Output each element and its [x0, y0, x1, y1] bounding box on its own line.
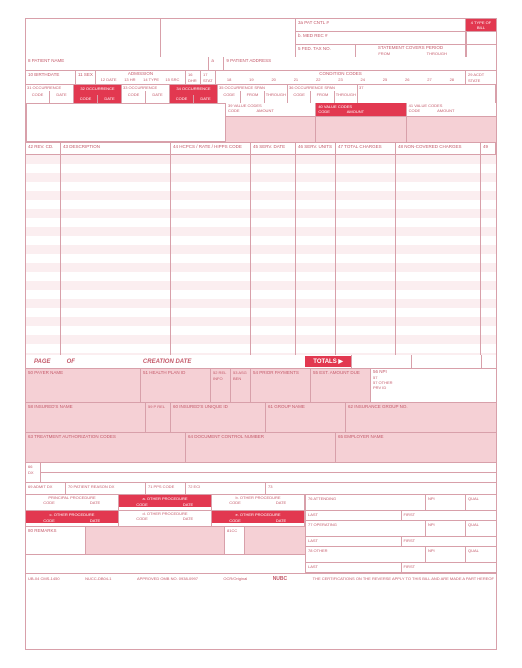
omb: APPROVED OMB NO. 0938-0997 — [137, 576, 198, 582]
form-footer: UB-04 CMS-1450 NUCC-DB04-1 APPROVED OMB … — [26, 573, 496, 584]
provider-box-1[interactable] — [26, 19, 161, 57]
pps-code[interactable]: 71 PPS CODE — [146, 483, 186, 494]
payer-name[interactable]: 50 PAYER NAME — [26, 369, 141, 402]
med-rec[interactable]: b. MED REC # — [296, 32, 466, 44]
statement-period: STATEMENT COVERS PERIOD FROMTHROUGH — [356, 45, 466, 57]
insurance-group-no[interactable]: 62 INSURANCE GROUP NO. — [346, 403, 496, 432]
field-73[interactable]: 73 — [266, 483, 496, 494]
prior-payments[interactable]: 54 PRIOR PAYMENTS — [251, 369, 311, 402]
remarks[interactable]: 80 REMARKS — [26, 527, 86, 554]
cert-text: THE CERTIFICATIONS ON THE REVERSE APPLY … — [313, 576, 494, 582]
creation-date: CREATION DATE — [143, 359, 191, 365]
provider-box-2[interactable] — [161, 19, 296, 57]
col-49: 49 — [481, 143, 496, 154]
patient-name[interactable]: 8 PATIENT NAME — [26, 57, 209, 70]
rel-info[interactable]: 52 REL INFO — [211, 369, 231, 402]
patient-reason-dx[interactable]: 70 PATIENT REASON DX — [66, 483, 146, 494]
p-rel[interactable]: 59 P REL — [146, 403, 171, 432]
asg-ben[interactable]: 53 ASG BEN — [231, 369, 251, 402]
procedures-block: PRINCIPAL PROCEDURECODEDATE a. OTHER PRO… — [26, 495, 306, 573]
of-label: OF — [59, 357, 83, 367]
admit-dx[interactable]: 69 ADMIT DX — [26, 483, 66, 494]
nubc-logo: NUBC — [273, 576, 287, 582]
insured-unique-id[interactable]: 60 INSURED'S UNIQUE ID — [171, 403, 266, 432]
insured-name[interactable]: 58 INSURED'S NAME — [26, 403, 146, 432]
page-label: PAGE — [26, 357, 59, 367]
col-hcpcs: 44 HCPCS / RATE / HIPPS CODE — [171, 143, 251, 154]
charges-section: 42 REV. CD. 43 DESCRIPTION 44 HCPCS / RA… — [26, 143, 496, 369]
col-description: 43 DESCRIPTION — [61, 143, 171, 154]
acdt-state[interactable]: 29 ACDT STATE — [466, 71, 496, 84]
totals-row: PAGE OF CREATION DATE TOTALS ▶ — [26, 355, 496, 369]
type-of-bill[interactable]: 4 TYPE OF BILL — [466, 19, 496, 31]
header-block: 3a PAT CNTL # 4 TYPE OF BILL b. MED REC … — [26, 19, 496, 57]
col-serv-units: 46 SERV. UNITS — [296, 143, 336, 154]
form-id: UB-04 CMS-1450 — [28, 576, 60, 582]
col-rev-cd: 42 REV. CD. — [26, 143, 61, 154]
field-a[interactable]: a — [209, 57, 224, 70]
birthdate[interactable]: 10 BIRTHDATE — [26, 71, 76, 84]
totals-label: TOTALS ▶ — [305, 356, 351, 367]
employer-name[interactable]: 65 EMPLOYER NAME — [336, 433, 496, 462]
condition-codes: CONDITION CODES 1819202122232425262728 — [216, 71, 466, 84]
group-name[interactable]: 61 GROUP NAME — [266, 403, 346, 432]
field-38[interactable] — [26, 103, 226, 142]
pat-cntl[interactable]: 3a PAT CNTL # — [296, 19, 466, 31]
patient-address[interactable]: 9 PATIENT ADDRESS — [224, 57, 496, 70]
est-amount-due[interactable]: 55 EST. AMOUNT DUE — [311, 369, 371, 402]
physician-block: 76 ATTENDINGNPIQUAL LASTFIRST 77 OPERATI… — [306, 495, 496, 573]
col-noncovered: 48 NON-COVERED CHARGES — [396, 143, 481, 154]
type-bill-entry[interactable] — [466, 32, 496, 44]
copy-type: OCR/Original — [223, 576, 247, 582]
ub04-form: 3a PAT CNTL # 4 TYPE OF BILL b. MED REC … — [25, 18, 497, 650]
stat[interactable]: 17 STAT — [201, 71, 216, 84]
charges-grid[interactable] — [26, 155, 496, 355]
dx-66[interactable]: 66 DX — [26, 463, 41, 482]
cc-81[interactable]: 81CC — [225, 527, 245, 554]
fed-tax[interactable]: 5 FED. TAX NO. — [296, 45, 356, 57]
col-serv-date: 45 SERV. DATE — [251, 143, 296, 154]
dhr[interactable]: 16 DHR — [186, 71, 201, 84]
treatment-auth[interactable]: 63 TREATMENT AUTHORIZATION CODES — [26, 433, 186, 462]
col-total-charges: 47 TOTAL CHARGES — [336, 143, 396, 154]
nucc: NUCC-DB04-1 — [85, 576, 111, 582]
eci[interactable]: 72 ECI — [186, 483, 266, 494]
occurrence-row: 31 OCCURRENCECODEDATE 32 OCCURRENCECODED… — [26, 85, 496, 103]
field-7[interactable] — [466, 45, 496, 57]
npi-block[interactable]: 56 NPI 57 57 OTHER PRV ID — [371, 369, 496, 402]
doc-control[interactable]: 64 DOCUMENT CONTROL NUMBER — [186, 433, 336, 462]
health-plan-id[interactable]: 51 HEALTH PLAN ID — [141, 369, 211, 402]
admission-block: ADMISSION 12 DATE13 HR14 TYPE15 SRC — [96, 71, 186, 84]
sex[interactable]: 11 SEX — [76, 71, 96, 84]
